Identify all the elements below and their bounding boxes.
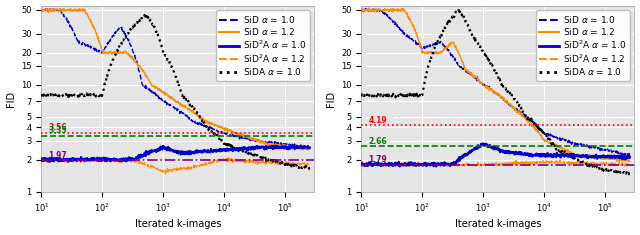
Text: 3.56: 3.56	[49, 123, 67, 132]
Text: 1.97: 1.97	[49, 151, 67, 160]
Text: 4.19: 4.19	[369, 115, 387, 125]
X-axis label: Iterated k-images: Iterated k-images	[134, 219, 221, 229]
Text: 2.66: 2.66	[369, 137, 387, 146]
Y-axis label: FID: FID	[326, 91, 335, 107]
X-axis label: Iterated k-images: Iterated k-images	[454, 219, 541, 229]
Y-axis label: FID: FID	[6, 91, 15, 107]
Legend: SiD $\alpha$ = 1.0, SiD $\alpha$ = 1.2, SiD$^2$A $\alpha$ = 1.0, SiD$^2$A $\alph: SiD $\alpha$ = 1.0, SiD $\alpha$ = 1.2, …	[536, 10, 630, 81]
Legend: SiD $\alpha$ = 1.0, SiD $\alpha$ = 1.2, SiD$^2$A $\alpha$ = 1.0, SiD$^2$A $\alph: SiD $\alpha$ = 1.0, SiD $\alpha$ = 1.2, …	[216, 10, 310, 81]
Text: 3.35: 3.35	[49, 126, 67, 135]
Text: 1.79: 1.79	[369, 155, 387, 164]
